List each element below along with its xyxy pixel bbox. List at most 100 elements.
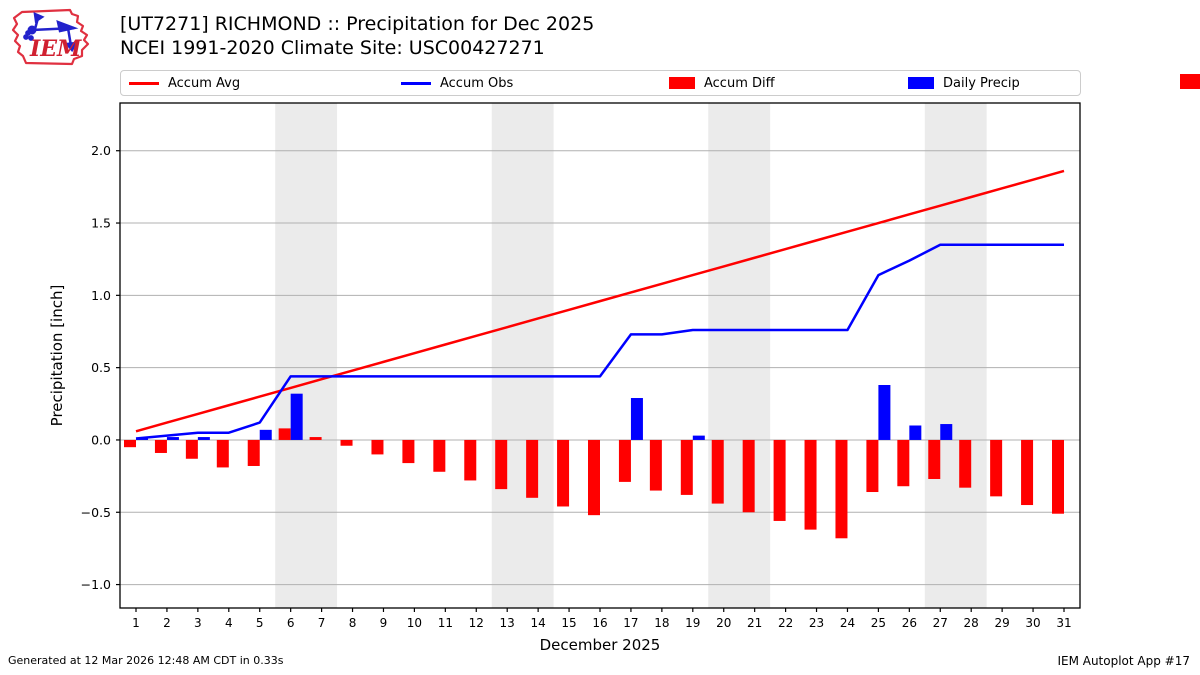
x-tick-label: 3	[194, 616, 202, 630]
weekend-band	[491, 103, 554, 608]
x-tick-label: 6	[287, 616, 295, 630]
accum-diff-bar	[309, 437, 322, 440]
x-tick-label: 16	[592, 616, 607, 630]
legend-label: Accum Avg	[168, 75, 241, 91]
accum-obs-line	[135, 243, 1064, 440]
daily-precip-bar	[290, 393, 303, 440]
x-tick-label: 21	[747, 616, 762, 630]
x-tick-label: 1	[132, 616, 140, 630]
accum-diff-bar	[804, 439, 817, 530]
legend-item-accum-avg: Accum Avg	[129, 71, 240, 95]
accum-diff-bar	[773, 439, 786, 521]
x-tick-label: 26	[902, 616, 917, 630]
x-tick-label: 30	[1025, 616, 1040, 630]
x-tick-label: 9	[380, 616, 388, 630]
daily-precip-bar	[940, 424, 953, 440]
accum-diff-bar	[154, 439, 167, 453]
iowa-outline-icon	[11, 8, 90, 66]
generated-at-text: Generated at 12 Mar 2026 12:48 AM CDT in…	[8, 654, 284, 667]
iem-logo: IEM	[11, 8, 90, 66]
page-title: [UT7271] RICHMOND :: Precipitation for D…	[120, 13, 595, 35]
daily-precip-bar	[136, 438, 148, 440]
daily-precip-bar	[878, 385, 891, 440]
x-axis-label: December 2025	[540, 636, 661, 654]
x-tick-label: 22	[778, 616, 793, 630]
legend-item-accum-diff: Accum Diff	[669, 71, 775, 95]
accum-diff-bar	[990, 439, 1003, 497]
accum-diff-bar	[495, 439, 508, 490]
accum-diff-bar	[1021, 439, 1034, 506]
x-tick-label: 20	[716, 616, 731, 630]
accum-diff-bar	[866, 439, 879, 493]
accum-avg-line-swatch-icon	[129, 81, 159, 85]
x-tick-label: 5	[256, 616, 264, 630]
x-tick-label: 11	[438, 616, 453, 630]
legend-label: Daily Precip	[943, 75, 1020, 91]
x-tick-label: 19	[685, 616, 700, 630]
accum-diff-bar	[402, 439, 415, 464]
y-tick-label: 1.5	[91, 216, 111, 231]
x-tick-label: 23	[809, 616, 824, 630]
x-tick-label: 29	[994, 616, 1009, 630]
legend-item-accum-obs: Accum Obs	[401, 71, 513, 95]
accum-diff-bar	[124, 439, 136, 448]
accum-diff-bar	[185, 439, 198, 459]
accum-diff-bar	[1052, 439, 1064, 514]
accum-obs-line-swatch-icon	[401, 81, 431, 85]
accum-diff-bar	[464, 439, 477, 481]
accum-diff-bar	[897, 439, 910, 487]
logo-text: IEM	[29, 36, 82, 62]
y-tick-label: −1.0	[81, 577, 111, 592]
daily-precip-bar	[909, 425, 922, 440]
chart-legend: Accum Avg Accum Obs Accum Diff Daily Pre…	[120, 70, 1081, 96]
weekend-band	[275, 103, 338, 608]
x-tick-label: 12	[469, 616, 484, 630]
y-tick-label: 0.5	[91, 360, 111, 375]
x-tick-label: 13	[500, 616, 515, 630]
x-tick-label: 18	[654, 616, 669, 630]
x-tick-label: 10	[407, 616, 422, 630]
accum-diff-bar	[278, 428, 291, 440]
daily-precip-bar	[259, 429, 272, 440]
x-tick-label: 4	[225, 616, 233, 630]
y-axis-label: Precipitation [inch]	[48, 285, 66, 427]
accum-diff-bar	[526, 439, 539, 498]
accum-diff-bar	[742, 439, 755, 513]
daily-precip-bar	[166, 437, 179, 440]
daily-precip-bar	[630, 398, 643, 440]
accum-diff-bar	[959, 439, 972, 488]
y-tick-label: 2.0	[91, 143, 111, 158]
x-tick-label: 7	[318, 616, 326, 630]
accum-diff-bar	[247, 439, 260, 466]
daily-precip-bar	[197, 437, 210, 440]
accum-diff-bar	[928, 439, 941, 480]
accum-diff-bar	[557, 439, 570, 507]
weathervane-icon	[23, 11, 79, 53]
daily-precip-patch-swatch-icon	[908, 77, 934, 89]
accum-diff-bar	[835, 439, 848, 539]
accum-diff-bar	[711, 439, 724, 504]
y-tick-label: 0.0	[91, 432, 111, 447]
accum-diff-bar	[340, 439, 353, 446]
accum-diff-bar	[618, 439, 631, 482]
x-tick-label: 31	[1056, 616, 1071, 630]
accum-diff-bar	[649, 439, 662, 491]
accum-diff-bar	[588, 439, 600, 516]
accum-diff-bar	[216, 439, 229, 468]
page-subtitle: NCEI 1991-2020 Climate Site: USC00427271	[120, 37, 545, 59]
y-tick-label: 1.0	[91, 288, 111, 303]
x-tick-label: 24	[840, 616, 855, 630]
x-tick-label: 15	[561, 616, 576, 630]
x-tick-label: 27	[933, 616, 948, 630]
legend-label: Accum Obs	[440, 75, 514, 91]
accum-diff-patch-swatch-icon	[669, 77, 695, 89]
legend-label: Accum Diff	[704, 75, 775, 91]
daily-precip-bar	[692, 435, 705, 440]
accum-diff-bar	[680, 439, 693, 495]
x-tick-label: 2	[163, 616, 171, 630]
legend-item-daily-precip: Daily Precip	[908, 71, 1020, 95]
title-block: [UT7271] RICHMOND :: Precipitation for D…	[120, 12, 594, 60]
y-tick-label: −0.5	[81, 505, 111, 520]
